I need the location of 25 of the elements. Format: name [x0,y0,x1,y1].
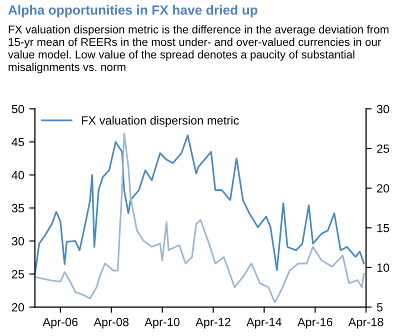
chart-subtitle: FX valuation dispersion metric is the difference in the average deviation from 15-yr mean of REERs in the most under- and over-valued currencies in our value model. Low value of the spread denotes a paucity of substantial misalignments vs. norm [8,25,388,74]
y2-tick-label: 5 [376,303,383,312]
x-tick-label: Apr-06 [42,318,78,329]
y-tick-label: 20 [12,303,24,312]
y-tick-label: 30 [12,237,24,246]
y2-tick-label: 30 [376,104,390,114]
x-tick-label: Apr-10 [144,318,180,329]
x-tick-label: Apr-16 [297,318,332,329]
y-tick-label: 45 [12,138,24,146]
line-series [34,132,365,304]
y-tick-label: 25 [12,270,24,278]
y2-tick-label: 15 [377,224,390,232]
y2-tick-label: 10 [377,263,390,272]
y-tick-label: 40 [12,170,24,180]
x-tick-label: Apr-08 [94,318,129,329]
x-tick-label: Apr-18 [348,318,384,329]
y-tick-label: 35 [12,204,24,212]
line-series [34,134,365,275]
legend-label: FX valuation dispersion metric [82,116,239,127]
y2-tick-label: 20 [377,184,390,193]
x-tick-label: Apr-14 [246,318,282,329]
chart-title: Alpha opportunities in FX have dried up [8,5,258,18]
y2-tick-label: 25 [377,144,390,153]
x-tick-label: Apr-12 [196,318,230,329]
y-tick-label: 50 [12,104,24,114]
